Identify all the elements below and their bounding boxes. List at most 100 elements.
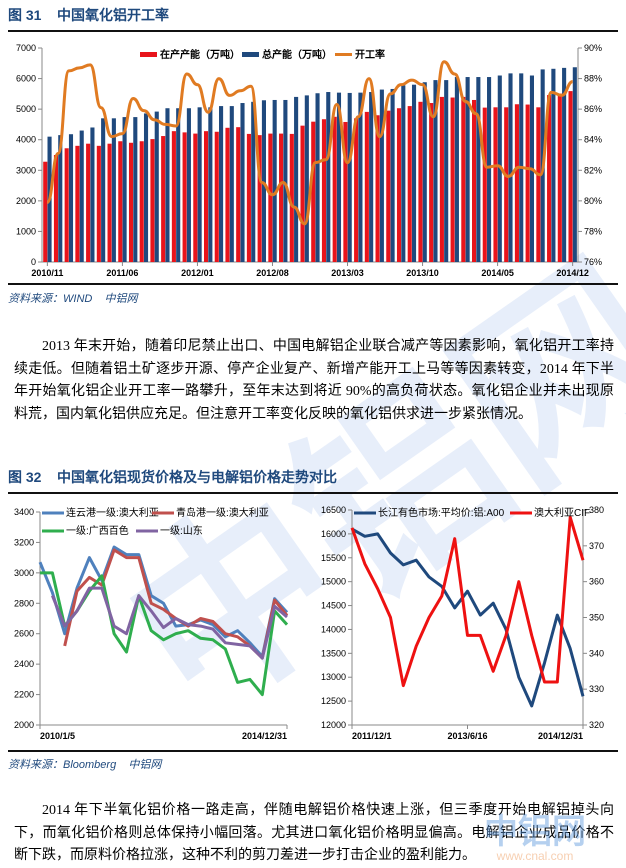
bar-operating-capacity	[279, 133, 284, 262]
bar-operating-capacity	[525, 104, 530, 262]
bar-operating-capacity	[557, 93, 562, 263]
y2-tick-label: 88%	[584, 74, 602, 84]
x-tick-label: 2011/06	[106, 268, 138, 278]
bar-operating-capacity	[321, 119, 327, 262]
bar-operating-capacity	[482, 107, 487, 262]
bar-operating-capacity	[193, 133, 198, 262]
bar-operating-capacity	[568, 91, 573, 262]
y-tick-label: 4000	[16, 135, 36, 145]
bar-operating-capacity	[536, 107, 541, 263]
figure-label: 图 31	[8, 7, 42, 23]
y2-tick-label: 350	[589, 613, 604, 623]
bar-total-capacity	[197, 107, 202, 263]
y2-tick-label: 84%	[584, 135, 602, 145]
legend-swatch	[140, 52, 157, 57]
y2-tick-label: 80%	[584, 196, 602, 206]
chart-aluminum-vs-cif: 12000 12500 13000 13500 14000 14500 15000 15500…	[321, 505, 604, 741]
bar-operating-capacity	[450, 97, 455, 262]
series-line	[351, 527, 585, 708]
y-tick-label: 12500	[321, 696, 346, 706]
bar-operating-capacity	[171, 131, 176, 262]
divider	[8, 283, 618, 285]
y-tick-label: 1000	[16, 226, 36, 236]
bar-operating-capacity	[204, 131, 209, 262]
bar-total-capacity	[283, 99, 288, 262]
bar-operating-capacity	[472, 99, 477, 262]
bar-total-capacity	[347, 92, 352, 262]
divider	[8, 30, 618, 32]
bar-operating-capacity	[354, 118, 359, 262]
x-tick-label: 2014/12/31	[538, 731, 583, 741]
bar-operating-capacity	[461, 96, 466, 262]
bar-total-capacity	[90, 127, 95, 262]
y-tick-label: 2200	[14, 690, 34, 700]
x-tick-label: 2013/03	[331, 268, 364, 278]
bar-operating-capacity	[311, 121, 316, 262]
bar-total-capacity	[433, 80, 438, 262]
x-tick-label: 2012/08	[256, 268, 289, 278]
bar-total-capacity	[358, 92, 363, 263]
y-tick-label: 14500	[321, 601, 346, 611]
bar-operating-capacity	[504, 107, 509, 263]
y-tick-label: 0	[31, 257, 36, 267]
bar-operating-capacity	[225, 127, 230, 262]
legend-label: 在产产能（万吨）	[160, 48, 240, 61]
chart-operating-rate: 0 1000 2000 3000 4000 5000 6000 7000 76% 78% 80% 82…	[16, 43, 602, 278]
line-operating-rate	[45, 60, 574, 226]
y-tick-label: 14000	[321, 624, 346, 634]
bar-total-capacity	[444, 80, 449, 262]
bar-total-capacity	[487, 77, 492, 262]
bar-total-capacity	[497, 75, 502, 262]
y2-tick-label: 76%	[584, 257, 602, 267]
legend-label: 总产能（万吨）	[262, 48, 332, 61]
bar-total-capacity	[508, 73, 513, 262]
y2-tick-label: 320	[589, 720, 604, 730]
bar-total-capacity	[304, 95, 309, 262]
series-line	[350, 515, 585, 688]
y-tick-label: 2400	[14, 659, 34, 669]
bar-operating-capacity	[53, 155, 59, 262]
bar-operating-capacity	[429, 103, 434, 263]
bar-operating-capacity	[514, 104, 519, 262]
bar-total-capacity	[454, 77, 459, 262]
chart-alumina-spot-prices: 2000 2200 2400 2600 2800 3000 3200 3400 2010/1/5…	[14, 506, 289, 741]
y2-tick-label: 380	[589, 505, 604, 515]
bar-operating-capacity	[364, 111, 369, 262]
bar-total-capacity	[143, 113, 149, 263]
bar-total-capacity	[390, 88, 395, 262]
bar-total-capacity	[272, 99, 277, 262]
bar-operating-capacity	[75, 145, 80, 262]
y-tick-label: 16500	[321, 505, 346, 515]
bar-total-capacity	[240, 103, 245, 263]
bar-total-capacity	[219, 106, 224, 262]
bar-operating-capacity	[493, 107, 498, 263]
y2-tick-label: 78%	[584, 226, 602, 236]
bar-operating-capacity	[343, 121, 348, 263]
source-note: 资料来源：WIND 中铝网	[8, 293, 138, 305]
bar-operating-capacity	[257, 135, 262, 262]
y-tick-label: 15500	[321, 553, 346, 563]
legend-label: 澳大利亚CIF	[534, 506, 590, 519]
x-tick-label: 2014/12	[556, 268, 589, 278]
legend-label: 一级:山东	[160, 524, 203, 537]
bar-total-capacity	[122, 117, 127, 262]
bar-total-capacity	[154, 111, 159, 263]
bar-total-capacity	[411, 84, 417, 262]
bar-total-capacity	[101, 118, 106, 262]
bar-operating-capacity	[407, 106, 412, 262]
y-tick-label: 3000	[16, 165, 36, 175]
y-tick-label: 16000	[321, 529, 346, 539]
bar-total-capacity	[133, 117, 138, 262]
y2-tick-label: 340	[589, 648, 604, 658]
y-tick-label: 2600	[14, 629, 34, 639]
y-tick-label: 13000	[321, 672, 346, 682]
y2-tick-label: 86%	[584, 104, 602, 114]
bar-total-capacity	[379, 89, 384, 262]
series-line	[63, 548, 289, 660]
y-tick-label: 12000	[321, 720, 346, 730]
bar-operating-capacity	[386, 110, 391, 263]
legend-label: 长江有色市场:平均价:铝:A00	[378, 506, 505, 519]
bar-total-capacity	[111, 118, 116, 262]
figure-title-text: 中国氧化铝现货价格及与电解铝价格走势对比	[57, 469, 338, 485]
x-tick-label: 2014/12/31	[242, 731, 287, 741]
